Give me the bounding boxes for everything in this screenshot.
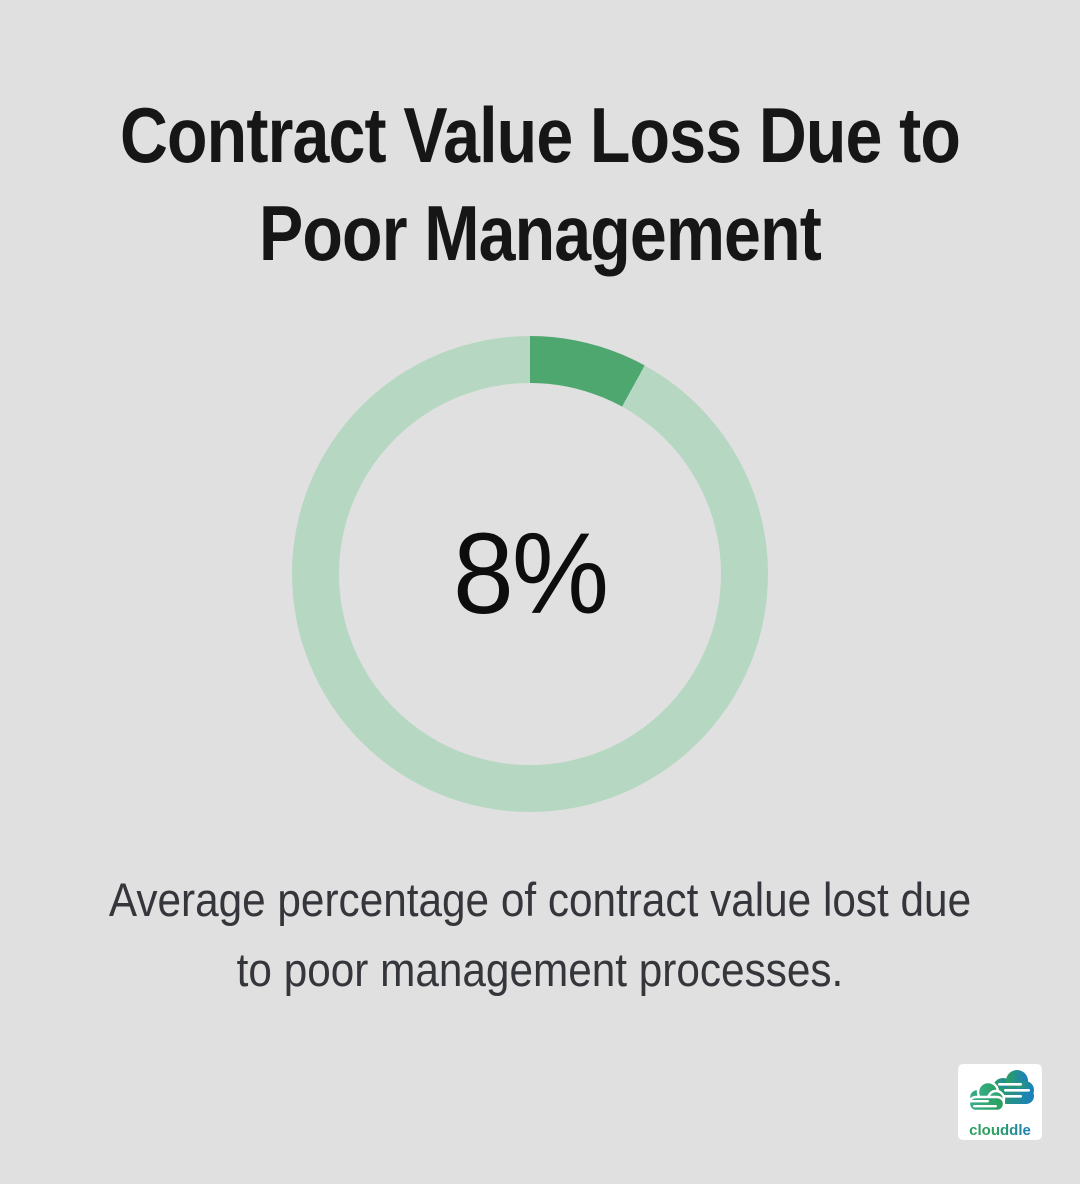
donut-chart: 8%	[292, 336, 768, 812]
donut-center-value: 8%	[452, 510, 609, 638]
title-line-2: Poor Management	[259, 189, 822, 277]
cloud-green-icon	[967, 1080, 1006, 1113]
clouddle-wordmark: clouddle	[969, 1122, 1031, 1139]
page-title: Contract Value Loss Due to Poor Manageme…	[81, 86, 999, 282]
caption-line-1: Average percentage of contract value los…	[108, 873, 972, 926]
caption-line-2: to poor management processes.	[236, 943, 844, 996]
donut-hole: 8%	[339, 383, 721, 765]
clouddle-logo: clouddle	[958, 1064, 1042, 1140]
chart-caption: Average percentage of contract value los…	[54, 865, 1026, 1005]
title-line-1: Contract Value Loss Due to	[120, 91, 961, 179]
clouddle-logo-image: clouddle	[967, 1070, 1034, 1139]
